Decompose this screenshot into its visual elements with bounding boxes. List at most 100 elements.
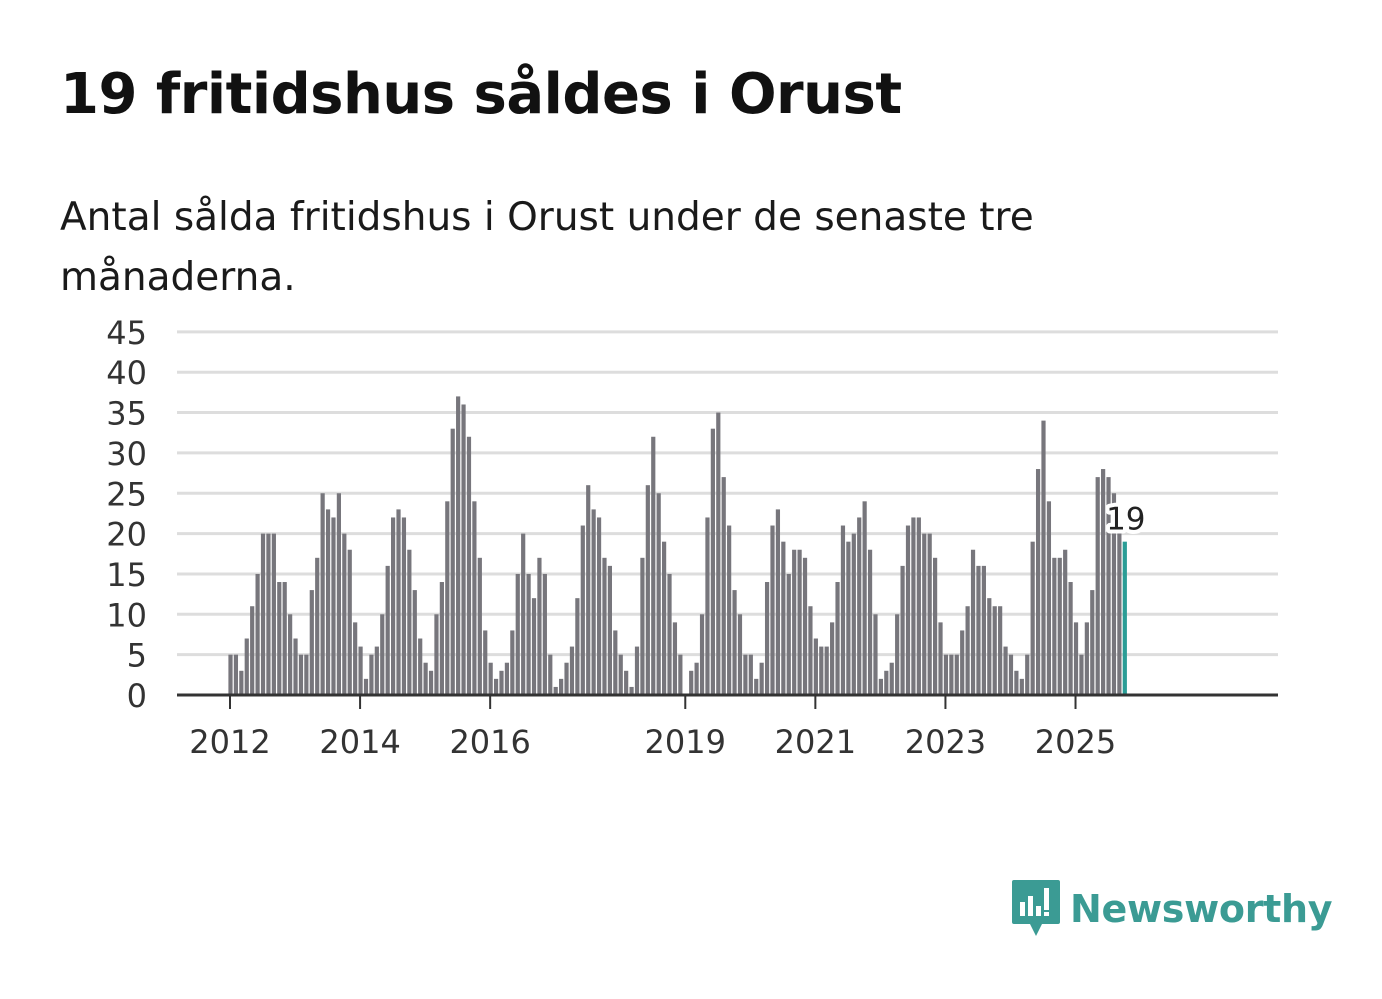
bar <box>1084 622 1089 695</box>
bar <box>732 590 737 695</box>
bar <box>260 533 266 695</box>
bar <box>770 525 775 695</box>
y-tick-label: 25 <box>106 475 147 513</box>
x-tick-label: 2016 <box>449 723 530 761</box>
bar <box>1003 646 1008 695</box>
bar <box>645 485 650 695</box>
bar <box>662 541 667 695</box>
bar <box>1063 549 1068 695</box>
bar <box>656 493 661 695</box>
bar <box>331 517 336 695</box>
bar <box>537 557 542 695</box>
bar <box>504 662 510 695</box>
bar <box>575 598 580 695</box>
newsworthy-logo: Newsworthy <box>1010 878 1333 940</box>
bar <box>748 654 753 695</box>
bar <box>553 686 558 695</box>
bar <box>1101 469 1106 695</box>
bar <box>439 582 444 695</box>
bar <box>667 573 672 695</box>
bar <box>515 573 520 695</box>
bar <box>764 582 770 695</box>
y-tick-label: 45 <box>106 314 147 352</box>
bar <box>369 654 374 695</box>
bar <box>1090 590 1095 695</box>
bar <box>1025 654 1030 695</box>
bar <box>786 573 791 695</box>
bar <box>851 533 856 695</box>
bar <box>737 614 743 695</box>
bar <box>960 630 965 695</box>
bar <box>927 533 932 695</box>
bar <box>775 509 781 695</box>
bar-series <box>228 396 1127 695</box>
bar <box>304 654 309 695</box>
bar <box>727 525 732 695</box>
bar <box>1068 582 1073 695</box>
bar <box>559 678 564 695</box>
highlight-value-label: 19 <box>1106 502 1145 538</box>
bar <box>298 654 304 695</box>
bar <box>1046 501 1052 695</box>
bar <box>255 573 260 695</box>
bar <box>1014 670 1019 695</box>
bar <box>759 662 764 695</box>
bar <box>938 622 943 695</box>
bar <box>526 573 531 695</box>
bar <box>878 678 883 695</box>
bar <box>1111 493 1117 695</box>
bar <box>1041 420 1046 695</box>
bar <box>472 501 477 695</box>
bar <box>954 654 959 695</box>
bar <box>900 565 905 695</box>
y-tick-label: 5 <box>127 637 147 675</box>
bar <box>591 509 596 695</box>
bar <box>586 485 591 695</box>
brand-name: Newsworthy <box>1070 887 1333 931</box>
bar <box>613 630 618 695</box>
bar <box>802 557 808 695</box>
bar <box>867 549 873 695</box>
bar <box>250 606 255 695</box>
bar <box>1117 525 1122 695</box>
bar <box>288 614 293 695</box>
bar <box>347 549 352 695</box>
bar <box>651 436 656 695</box>
bar <box>1035 469 1041 695</box>
bar <box>624 670 629 695</box>
x-tick-label: 2012 <box>189 723 270 761</box>
bar <box>456 396 461 695</box>
bar <box>266 533 271 695</box>
bar <box>418 638 423 695</box>
bar <box>699 614 705 695</box>
bar <box>846 541 851 695</box>
bar <box>705 517 710 695</box>
bar <box>569 646 575 695</box>
bar <box>813 638 818 695</box>
bar <box>1106 477 1111 695</box>
bar <box>450 428 455 695</box>
bar <box>916 517 921 695</box>
bar <box>965 606 970 695</box>
bar <box>407 549 412 695</box>
y-tick-label: 30 <box>106 435 147 473</box>
bar <box>1030 541 1035 695</box>
bar <box>548 654 553 695</box>
bar <box>781 541 786 695</box>
x-tick-label: 2019 <box>645 723 726 761</box>
chart-title: 19 fritidshus såldes i Orust <box>60 62 902 127</box>
bar <box>949 654 954 695</box>
bar <box>895 614 900 695</box>
bar <box>710 428 715 695</box>
bar <box>499 670 504 695</box>
bar <box>493 678 499 695</box>
bar <box>239 670 244 695</box>
bar <box>315 557 320 695</box>
bar <box>976 565 981 695</box>
bar <box>835 582 840 695</box>
y-tick-label: 15 <box>106 556 147 594</box>
bar <box>358 646 363 695</box>
bar <box>689 670 694 695</box>
bar <box>282 582 287 695</box>
